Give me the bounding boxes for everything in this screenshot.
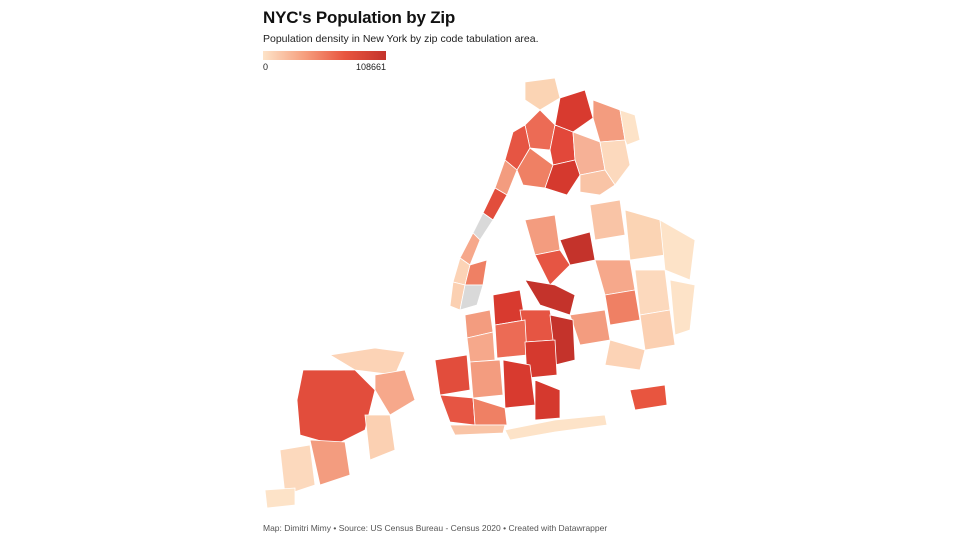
borough-queens (504, 199, 696, 441)
legend-labels: 0 108661 (263, 62, 386, 74)
map-subtitle: Population density in New York by zip co… (263, 33, 539, 45)
borough-staten-island (264, 347, 416, 509)
bronx-zone-3[interactable] (592, 99, 626, 143)
brooklyn-zone-10[interactable] (502, 359, 536, 409)
staten-zone-5[interactable] (309, 439, 351, 486)
manhattan-zone-8[interactable] (459, 284, 484, 311)
bronx-zone-4[interactable] (524, 109, 556, 151)
bronx-zone-1[interactable] (524, 77, 561, 111)
brooklyn-zone-12[interactable] (472, 397, 508, 426)
queens-zone-6[interactable] (534, 249, 571, 286)
staten-zone-4[interactable] (364, 414, 396, 461)
bronx-zone-2[interactable] (554, 89, 594, 133)
borough-manhattan (449, 159, 518, 311)
borough-bronx (504, 77, 641, 196)
queens-zone-11[interactable] (639, 309, 676, 351)
bronx-zone-10[interactable] (544, 159, 581, 196)
queens-zone-13[interactable] (569, 309, 611, 346)
brooklyn-zone-9[interactable] (469, 359, 504, 399)
queens-zone-12[interactable] (669, 279, 696, 336)
bronx-zone-9[interactable] (516, 147, 554, 189)
queens-zone-16[interactable] (504, 414, 608, 441)
queens-zone-4[interactable] (624, 209, 666, 261)
legend-min-label: 0 (263, 62, 269, 72)
bronx-zone-11[interactable] (579, 169, 616, 196)
staten-zone-7[interactable] (264, 487, 296, 509)
legend-gradient-bar (263, 51, 386, 60)
brooklyn-zone-13[interactable] (534, 379, 561, 421)
queens-zone-9[interactable] (634, 269, 671, 316)
queens-zone-8[interactable] (594, 259, 636, 296)
staten-zone-6[interactable] (279, 444, 316, 496)
color-legend: 0 108661 (263, 51, 386, 74)
brooklyn-zone-6[interactable] (494, 319, 528, 359)
nyc-choropleth-map (264, 77, 696, 509)
queens-zone-15[interactable] (629, 384, 668, 411)
brooklyn-zone-2[interactable] (492, 289, 526, 326)
staten-zone-2[interactable] (296, 369, 376, 446)
queens-zone-5[interactable] (659, 219, 696, 281)
queens-zone-1[interactable] (524, 214, 561, 256)
staten-zone-1[interactable] (328, 347, 406, 376)
queens-zone-7[interactable] (524, 279, 576, 316)
staten-zone-3[interactable] (374, 369, 416, 416)
queens-zone-14[interactable] (604, 339, 646, 371)
brooklyn-zone-4[interactable] (549, 314, 576, 366)
bronx-zone-12[interactable] (619, 109, 641, 146)
bronx-zone-5[interactable] (549, 124, 576, 166)
borough-brooklyn (434, 289, 576, 436)
brooklyn-zone-14[interactable] (449, 424, 506, 436)
queens-zone-3[interactable] (589, 199, 626, 241)
legend-max-label: 108661 (355, 62, 386, 72)
brooklyn-zone-11[interactable] (439, 394, 476, 426)
map-footer-credits: Map: Dimitri Mimy • Source: US Census Bu… (263, 523, 608, 533)
queens-zone-10[interactable] (604, 289, 641, 326)
map-title: NYC's Population by Zip (263, 8, 456, 27)
brooklyn-zone-8[interactable] (434, 354, 471, 396)
